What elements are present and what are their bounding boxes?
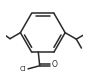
Text: O: O <box>51 60 57 69</box>
Text: Cl: Cl <box>20 66 27 72</box>
